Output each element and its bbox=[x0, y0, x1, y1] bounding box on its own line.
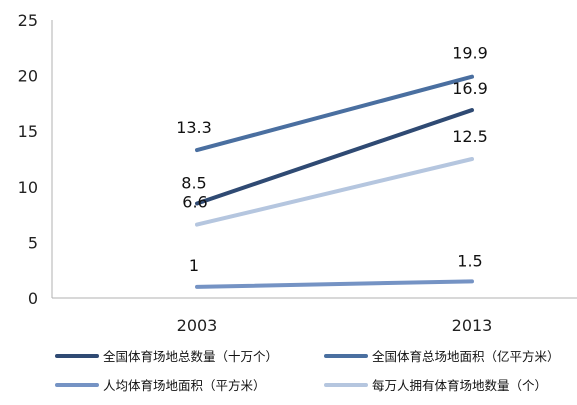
y-tick-label: 10 bbox=[18, 178, 38, 197]
data-label: 16.9 bbox=[452, 79, 488, 98]
legend-item: 全国体育总场地面积（亿平方米） bbox=[324, 346, 560, 365]
legend-label: 人均体育场地面积（平方米） bbox=[103, 378, 266, 393]
series-line bbox=[195, 279, 474, 289]
legend-item: 人均体育场地面积（平方米） bbox=[55, 375, 266, 394]
x-tick-label: 2003 bbox=[177, 316, 218, 335]
y-tick-label: 5 bbox=[28, 233, 38, 252]
data-label: 13.3 bbox=[176, 118, 212, 137]
legend-label: 每万人拥有体育场地数量（个） bbox=[372, 378, 548, 393]
data-label: 12.5 bbox=[452, 127, 488, 146]
x-axis-ticks: 2003 2013 bbox=[177, 316, 493, 335]
legend-swatch bbox=[55, 382, 99, 387]
series-line bbox=[195, 74, 474, 153]
series-line bbox=[195, 157, 474, 227]
data-label: 19.9 bbox=[452, 44, 488, 63]
x-tick-label: 2013 bbox=[452, 316, 493, 335]
legend-swatch bbox=[55, 353, 99, 358]
legend-label: 全国体育场地总数量（十万个） bbox=[103, 349, 279, 364]
series-line bbox=[195, 108, 474, 206]
axes bbox=[51, 20, 577, 299]
legend-item: 每万人拥有体育场地数量（个） bbox=[324, 375, 547, 394]
y-axis-ticks: 0 5 10 15 20 25 bbox=[18, 11, 38, 308]
y-tick-label: 25 bbox=[18, 11, 38, 30]
legend-item: 全国体育场地总数量（十万个） bbox=[55, 346, 278, 365]
y-tick-label: 20 bbox=[18, 67, 38, 86]
legend-swatch bbox=[324, 382, 368, 387]
y-tick-label: 15 bbox=[18, 122, 38, 141]
series-lines bbox=[195, 74, 474, 289]
line-chart: 0 5 10 15 20 25 2003 2013 8.5 16.9 13.3 19.9 1 1.5 6… bbox=[18, 11, 577, 335]
data-labels: 8.5 16.9 13.3 19.9 1 1.5 6.6 12.5 bbox=[176, 44, 488, 275]
legend-label: 全国体育总场地面积（亿平方米） bbox=[372, 349, 560, 364]
legend: 全国体育场地总数量（十万个） 全国体育总场地面积（亿平方米） 人均体育场地面积（… bbox=[0, 337, 577, 405]
data-label: 8.5 bbox=[181, 173, 206, 192]
data-label: 1 bbox=[189, 256, 199, 275]
y-tick-label: 0 bbox=[28, 289, 38, 308]
data-label: 6.6 bbox=[182, 193, 207, 212]
legend-swatch bbox=[324, 353, 368, 358]
data-label: 1.5 bbox=[457, 251, 482, 270]
